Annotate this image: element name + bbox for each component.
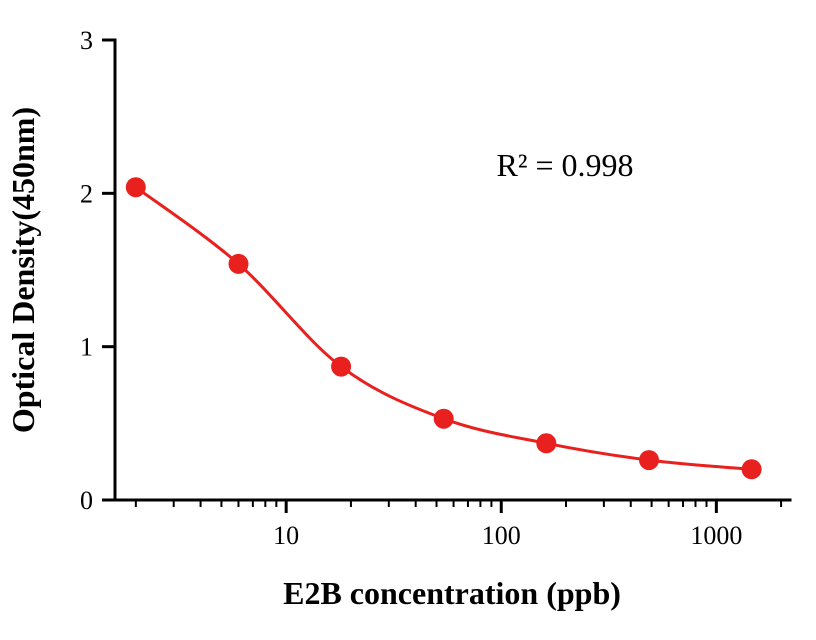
data-point-marker [228, 253, 249, 274]
data-point-marker [433, 408, 454, 429]
data-point-marker [331, 356, 352, 377]
data-points [125, 177, 762, 480]
x-axis-title: E2B concentration (ppb) [283, 575, 621, 611]
x-tick-label: 100 [482, 521, 521, 550]
y-axis-title: Optical Density(450nm) [5, 107, 41, 433]
y-tick-label: 3 [80, 26, 93, 55]
data-point-marker [125, 177, 146, 198]
data-point-marker [741, 459, 762, 480]
tick-labels: 10 100 1000 0 1 2 3 [80, 26, 742, 550]
data-point-marker [536, 433, 557, 454]
data-point-marker [639, 450, 659, 471]
x-tick-label: 10 [273, 521, 299, 550]
axes [113, 38, 792, 502]
y-tick-label: 2 [80, 179, 93, 208]
r2-annotation: R² = 0.998 [497, 147, 634, 183]
y-tick-label: 1 [80, 333, 93, 362]
x-tick-label: 1000 [690, 521, 742, 550]
y-tick-label: 0 [80, 486, 93, 515]
tick-marks [102, 38, 783, 513]
